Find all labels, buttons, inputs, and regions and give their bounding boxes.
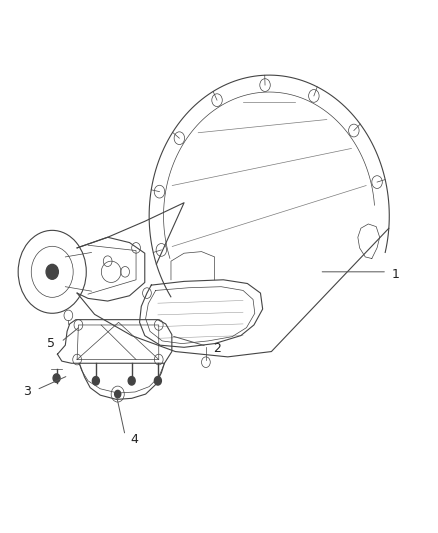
Circle shape <box>53 374 60 382</box>
Circle shape <box>46 264 58 279</box>
Text: 1: 1 <box>392 268 400 281</box>
Text: 2: 2 <box>213 342 221 356</box>
Circle shape <box>154 376 161 385</box>
Text: 3: 3 <box>23 385 31 398</box>
Text: 5: 5 <box>47 337 55 350</box>
Text: 4: 4 <box>130 433 138 446</box>
Circle shape <box>128 376 135 385</box>
Circle shape <box>115 390 121 398</box>
Circle shape <box>92 376 99 385</box>
